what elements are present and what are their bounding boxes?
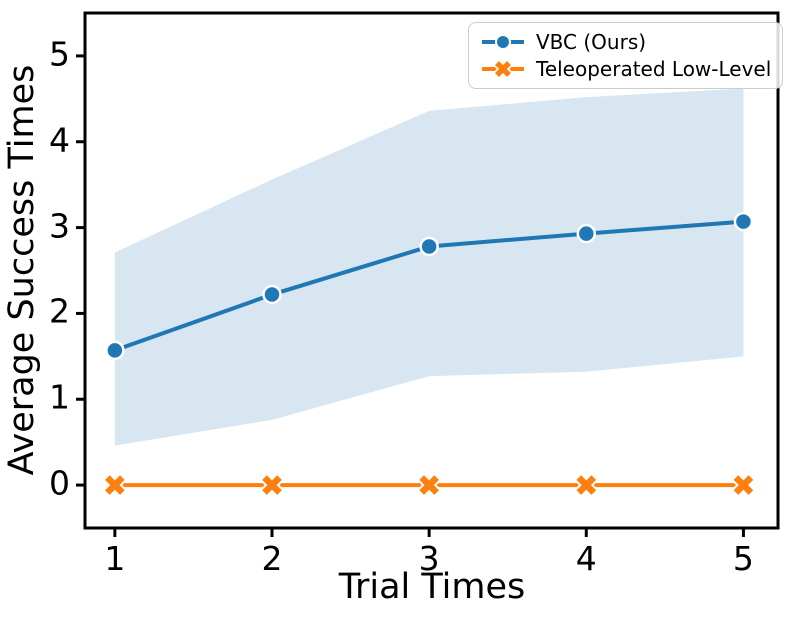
legend-label-vbc: VBC (Ours) bbox=[536, 30, 647, 54]
x-tick-label: 5 bbox=[732, 539, 754, 578]
y-tick-label: 2 bbox=[49, 291, 70, 331]
x-tick-label: 1 bbox=[104, 539, 126, 578]
data-point-teleop bbox=[105, 475, 125, 495]
data-point-vbc bbox=[419, 236, 439, 257]
plot-border bbox=[83, 11, 780, 530]
legend-item-teleop: Teleoperated Low-Level bbox=[480, 57, 771, 81]
legend-line-x-sample bbox=[482, 59, 524, 79]
x-tick-label: 3 bbox=[418, 539, 440, 578]
data-point-teleop bbox=[733, 475, 754, 495]
y-tick-label: 3 bbox=[49, 205, 70, 245]
x-tick-label: 2 bbox=[261, 539, 283, 578]
y-tick-label: 0 bbox=[49, 463, 70, 503]
data-point-vbc bbox=[105, 340, 125, 361]
y-tick-label: 4 bbox=[49, 120, 70, 160]
data-point-vbc bbox=[733, 211, 754, 232]
data-point-teleop bbox=[262, 475, 282, 495]
x-axis-label: Trial Times bbox=[338, 567, 526, 607]
y-tick-label: 1 bbox=[49, 377, 70, 417]
x-marker-icon bbox=[495, 61, 511, 77]
data-point-teleop bbox=[419, 475, 439, 495]
data-point-vbc bbox=[262, 284, 282, 305]
legend-label-teleop: Teleoperated Low-Level bbox=[536, 57, 772, 81]
data-point-teleop bbox=[576, 475, 597, 495]
circle-marker-icon bbox=[495, 34, 511, 50]
confidence-band bbox=[114, 88, 744, 446]
legend: VBC (Ours) Teleoperated Low-Level bbox=[468, 22, 784, 89]
y-tick-label: 5 bbox=[49, 34, 70, 74]
legend-item-vbc: VBC (Ours) bbox=[480, 30, 771, 54]
legend-line-circle-sample bbox=[482, 34, 524, 50]
data-point-vbc bbox=[576, 223, 597, 244]
x-tick-label: 4 bbox=[575, 539, 597, 578]
